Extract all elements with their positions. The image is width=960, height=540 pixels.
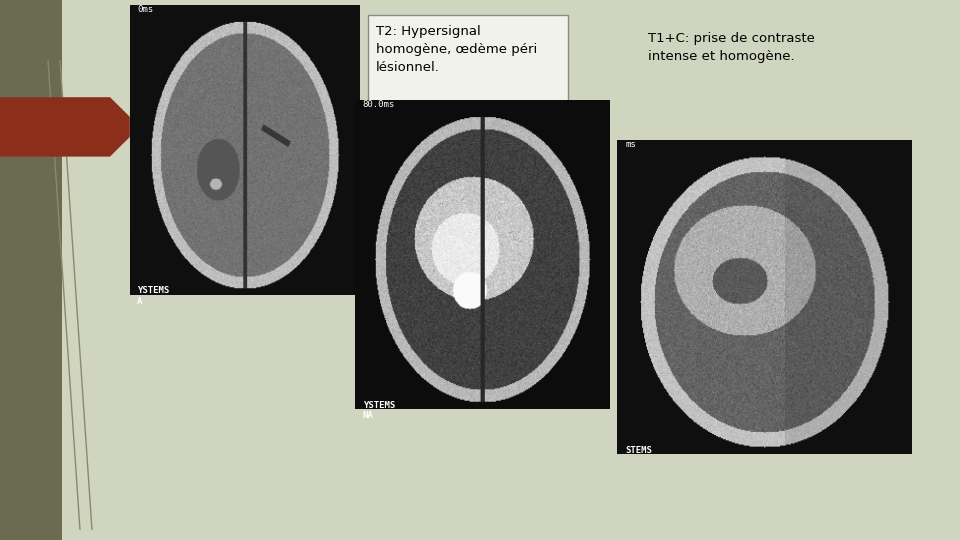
Text: YSTEMS
A: YSTEMS A: [137, 286, 169, 306]
Polygon shape: [0, 97, 140, 157]
Text: ms: ms: [626, 140, 636, 150]
Text: 0ms: 0ms: [137, 5, 153, 14]
Text: T1: processus tumoral
fronto-pariétal gauche
en isosignal T1, large
base d’impla: T1: processus tumoral fronto-pariétal ga…: [138, 25, 293, 182]
Bar: [0, 0, 62, 540]
Text: YSTEMS
NA: YSTEMS NA: [363, 401, 395, 420]
Bar: [130, 15, 358, 235]
Text: 80.0ms: 80.0ms: [363, 100, 395, 109]
Text: T2: Hypersignal
homogène, œdème péri
lésionnel.: T2: Hypersignal homogène, œdème péri lés…: [376, 25, 538, 74]
Text: T1+C: prise de contraste
intense et homogène.: T1+C: prise de contraste intense et homo…: [648, 32, 815, 63]
Bar: [368, 15, 568, 103]
Text: STEMS: STEMS: [626, 446, 653, 455]
